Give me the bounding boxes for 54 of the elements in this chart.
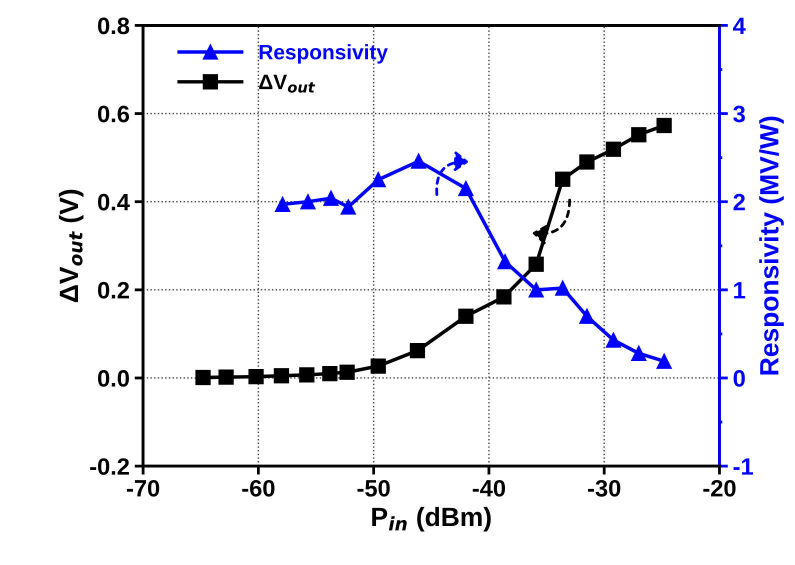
point bbox=[606, 142, 622, 157]
point bbox=[248, 369, 264, 384]
y2-tick-label: 2 bbox=[733, 194, 745, 210]
x-tick-label: -20 bbox=[703, 480, 736, 497]
point bbox=[195, 370, 211, 386]
y-tick-label: 0.0 bbox=[98, 370, 129, 387]
y2-tick-label: -1 bbox=[734, 458, 754, 475]
point bbox=[410, 154, 426, 169]
y-tick-label: 0.4 bbox=[98, 194, 130, 210]
point bbox=[339, 364, 355, 380]
point bbox=[579, 154, 595, 170]
point bbox=[370, 358, 386, 374]
point bbox=[497, 254, 513, 270]
point bbox=[370, 172, 386, 188]
y2-tick-label: 1 bbox=[734, 282, 746, 298]
y2-axis-title: Responsivity (MV/W) bbox=[759, 116, 784, 374]
point bbox=[606, 332, 622, 348]
y2-tick-label: 4 bbox=[733, 18, 746, 34]
x-tick-label: -30 bbox=[588, 480, 620, 497]
point bbox=[656, 354, 672, 369]
x-tick-label: -40 bbox=[472, 480, 506, 497]
point bbox=[458, 180, 474, 196]
legend-label: ΔV$_{out}$ bbox=[259, 74, 316, 93]
point bbox=[274, 196, 290, 212]
y-tick-label: 0.2 bbox=[98, 282, 129, 299]
point bbox=[631, 127, 646, 142]
point bbox=[528, 256, 544, 272]
point bbox=[496, 289, 512, 305]
x-tick-label: -50 bbox=[358, 480, 390, 497]
point bbox=[579, 308, 595, 324]
point bbox=[555, 172, 570, 187]
y-tick-label: 0.8 bbox=[98, 17, 130, 34]
point bbox=[555, 280, 570, 296]
point bbox=[631, 346, 646, 361]
x-axis-title: P$_{in}$ (dBm) bbox=[372, 506, 491, 532]
x-tick-label: -70 bbox=[126, 480, 160, 497]
point bbox=[323, 190, 339, 206]
legend-label: Responsivity bbox=[260, 44, 388, 64]
point bbox=[274, 368, 290, 384]
point bbox=[410, 343, 426, 358]
point bbox=[656, 118, 672, 134]
point bbox=[218, 369, 234, 385]
y-tick-label: 0.6 bbox=[98, 106, 130, 122]
y2-tick-label: 3 bbox=[733, 106, 745, 122]
point bbox=[299, 367, 314, 383]
point bbox=[340, 199, 356, 215]
y-tick-label: -0.2 bbox=[90, 458, 129, 475]
x-tick-label: -60 bbox=[242, 480, 274, 497]
point bbox=[300, 194, 316, 210]
y-axis-title: ΔV$_{out}$ (V) bbox=[58, 190, 84, 302]
point bbox=[322, 366, 338, 382]
point bbox=[528, 282, 544, 298]
y2-tick-label: 0 bbox=[734, 370, 745, 387]
point bbox=[458, 308, 474, 324]
